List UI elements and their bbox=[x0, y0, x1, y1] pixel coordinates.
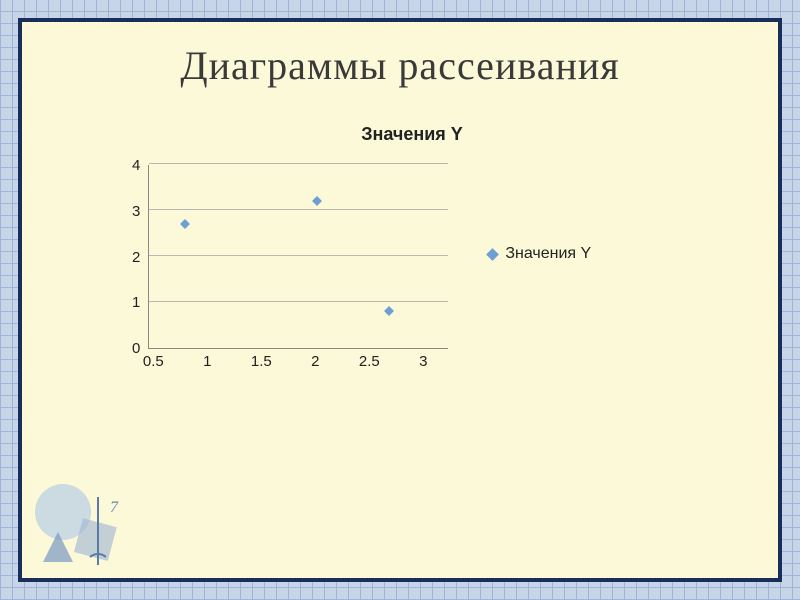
y-tick-label: 3 bbox=[132, 203, 140, 220]
y-tick-label: 2 bbox=[132, 249, 140, 266]
y-tick-label: 1 bbox=[132, 294, 140, 311]
x-tick-label: 2.5 bbox=[354, 353, 384, 370]
x-tick-label: 3 bbox=[408, 353, 438, 370]
chart-title: Значения Y bbox=[132, 124, 692, 145]
chart-legend: Значения Y bbox=[488, 245, 591, 263]
x-tick-label: 1.5 bbox=[246, 353, 276, 370]
y-tick-label: 4 bbox=[132, 157, 140, 174]
x-axis-labels: 0.5 1 1.5 2 2.5 3 bbox=[138, 353, 438, 370]
math-decoration-icon: 7 bbox=[28, 477, 138, 572]
plot-area bbox=[148, 165, 448, 349]
scatter-point bbox=[312, 196, 322, 206]
chart-body: 43210 0.511.522.53 Значения Y bbox=[132, 165, 692, 370]
scatter-point bbox=[180, 219, 190, 229]
slide-body: Диаграммы рассеивания Значения Y 43210 0… bbox=[22, 22, 778, 578]
x-tick-label: 0.5 bbox=[138, 353, 168, 370]
legend-marker-icon bbox=[486, 248, 499, 261]
plot-column: 43210 0.511.522.53 bbox=[132, 165, 448, 370]
svg-text:7: 7 bbox=[110, 499, 119, 516]
gridline bbox=[149, 209, 448, 210]
frame-outer: Диаграммы рассеивания Значения Y 43210 0… bbox=[0, 0, 800, 600]
x-tick-label: 2 bbox=[300, 353, 330, 370]
gridline bbox=[149, 301, 448, 302]
gridline bbox=[149, 163, 448, 164]
scatter-chart: Значения Y 43210 0.511.522.53 Значения Y bbox=[132, 124, 692, 370]
page-title: Диаграммы рассеивания bbox=[52, 42, 748, 89]
plot-stack: 0.511.522.53 bbox=[148, 165, 448, 370]
gridline bbox=[149, 255, 448, 256]
x-tick-label: 1 bbox=[192, 353, 222, 370]
y-axis-labels: 43210 bbox=[132, 157, 148, 357]
scatter-point bbox=[384, 306, 394, 316]
legend-label: Значения Y bbox=[505, 245, 591, 263]
frame-border: Диаграммы рассеивания Значения Y 43210 0… bbox=[18, 18, 782, 582]
